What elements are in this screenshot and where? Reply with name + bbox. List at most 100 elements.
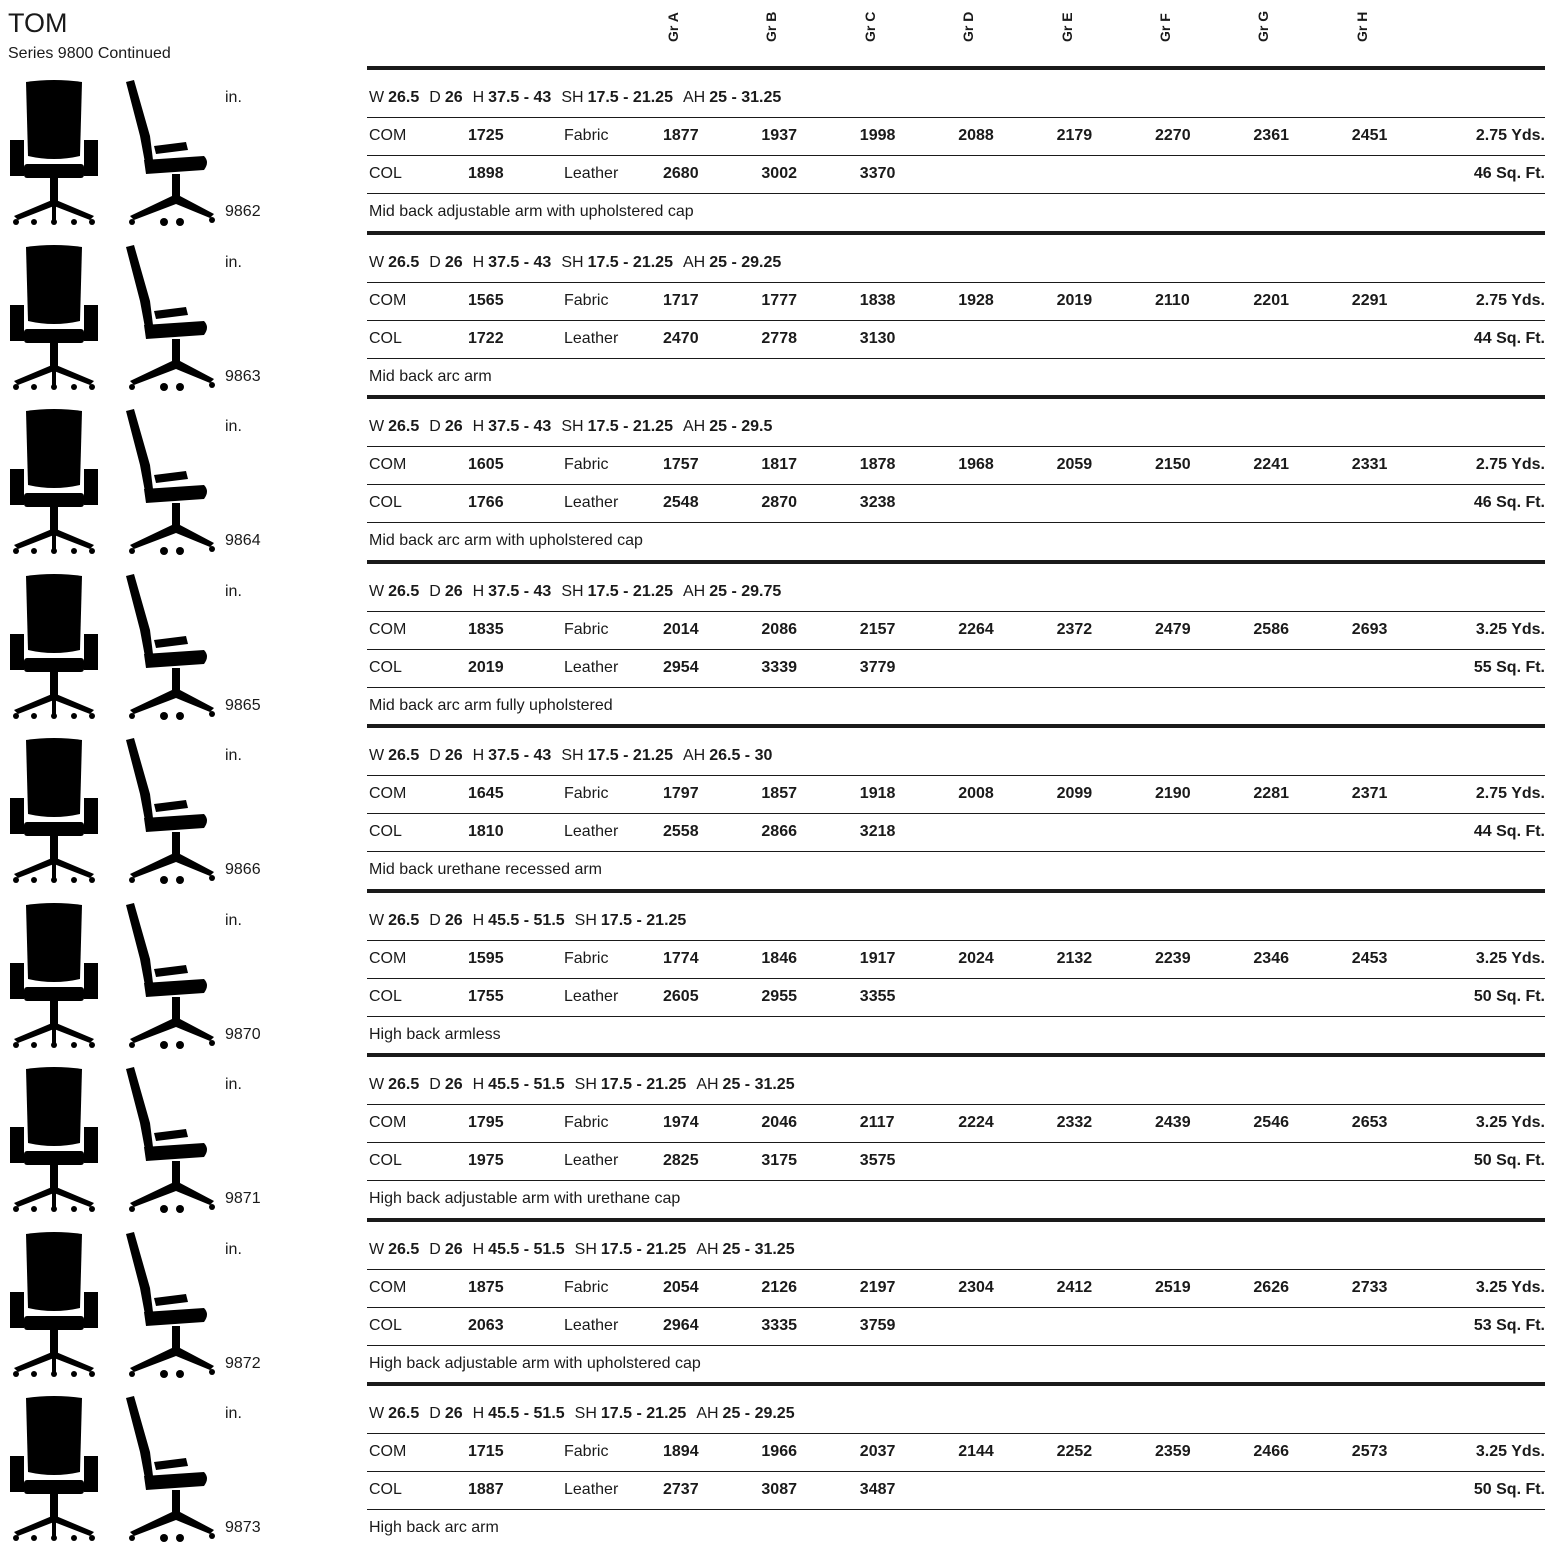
grade-price: 2264 — [958, 620, 994, 638]
thin-rule — [367, 319, 1545, 321]
grade-price: 2331 — [1351, 456, 1388, 473]
thin-rule — [367, 281, 1545, 283]
base-price: 1810 — [468, 823, 504, 840]
grade-price: 2733 — [1351, 1278, 1388, 1296]
dim-value: 26 — [444, 1240, 463, 1258]
material: Leather — [564, 658, 619, 676]
dim-label: D — [429, 911, 441, 929]
dim-label: SH — [574, 911, 597, 929]
quantity: 44 Sq. Ft. — [1473, 329, 1545, 347]
grade-price: 2479 — [1155, 620, 1191, 638]
cover-type: COL — [369, 494, 402, 511]
dim-value: 45.5 - 51.5 — [488, 1405, 565, 1422]
grade-price: 2144 — [958, 1443, 994, 1460]
dim-label: SH — [561, 89, 584, 106]
grade-price: 2126 — [761, 1278, 797, 1296]
material: Leather — [564, 329, 619, 347]
grade-price: 2179 — [1056, 127, 1093, 144]
dim-value: 25 - 29.25 — [709, 253, 782, 271]
grade-price: 3130 — [859, 329, 896, 347]
quantity: 53 Sq. Ft. — [1473, 1316, 1545, 1334]
grade-header: Gr A — [665, 12, 681, 42]
dim-label: H — [472, 253, 485, 271]
grade-price: 1966 — [761, 1443, 797, 1460]
quantity: 3.25 Yds. — [1475, 1278, 1545, 1296]
thin-rule — [367, 117, 1545, 118]
dimensions: W 26.5 D 26 H 37.5 - 43 SH 17.5 - 21.25 AH 26.5 -… — [369, 746, 772, 766]
grade-header: Gr D — [960, 11, 977, 42]
quantity: 3.25 Yds. — [1475, 620, 1545, 638]
dim-label: D — [429, 747, 441, 764]
dim-value: 26 — [444, 89, 463, 106]
chair-icons — [10, 902, 215, 1049]
grade-price: 3355 — [859, 987, 896, 1005]
description: High back arc arm — [369, 1519, 499, 1536]
thick-rule — [367, 559, 1545, 564]
thin-rule — [367, 813, 1545, 814]
base-price: 2063 — [468, 1316, 504, 1334]
material: Fabric — [564, 949, 609, 967]
description: Mid back arc arm with upholstered cap — [369, 532, 643, 549]
cover-type: COM — [369, 949, 407, 967]
dim-label: H — [472, 1076, 485, 1093]
thin-rule — [367, 648, 1545, 650]
dimensions: W 26.5 D 26 H 37.5 - 43 SH 17.5 - 21.25 AH 25 - 2… — [369, 417, 772, 437]
grade-price: 1974 — [663, 1114, 699, 1131]
base-price: 1595 — [468, 949, 504, 967]
thin-rule — [367, 193, 1545, 194]
material: Leather — [564, 494, 619, 511]
dim-value: 25 - 31.25 — [722, 1240, 795, 1258]
material: Fabric — [564, 1443, 609, 1460]
dim-value: 26 — [444, 582, 463, 600]
dimensions: W 26.5 D 26 H 45.5 - 51.5 SH 17.5 - 21.25 AH 25 -… — [369, 1075, 795, 1095]
material: Leather — [564, 823, 619, 840]
grade-price: 2252 — [1056, 1443, 1093, 1460]
grade-price: 2866 — [761, 823, 797, 840]
dimensions: W 26.5 D 26 H 45.5 - 51.5 SH 17.5 - 21.25 — [369, 911, 686, 931]
thin-rule — [367, 1180, 1545, 1181]
grade-price: 1998 — [859, 127, 896, 144]
thick-rule — [367, 1382, 1545, 1386]
material: Fabric — [564, 291, 609, 309]
dim-value: 17.5 - 21.25 — [600, 1240, 687, 1258]
dim-label: AH — [682, 582, 706, 600]
grade-price: 2086 — [761, 620, 797, 638]
grade-price: 1928 — [958, 291, 994, 309]
material: Fabric — [564, 620, 609, 638]
dim-value: 26.5 — [388, 1405, 420, 1422]
grade-price: 1894 — [663, 1443, 699, 1460]
quantity: 3.25 Yds. — [1475, 1114, 1545, 1131]
quantity: 50 Sq. Ft. — [1473, 1481, 1545, 1498]
grade-price: 1968 — [958, 456, 994, 473]
dim-label: D — [429, 582, 441, 600]
dim-label: SH — [561, 253, 584, 271]
dim-label: AH — [696, 1240, 719, 1258]
dim-label: AH — [696, 1076, 719, 1093]
dim-label: D — [429, 418, 441, 435]
grade-price: 2412 — [1056, 1278, 1093, 1296]
dim-value: 17.5 - 21.25 — [587, 253, 673, 271]
grade-price: 2201 — [1253, 291, 1289, 309]
grade-price: 1797 — [663, 785, 699, 802]
cover-type: COL — [369, 1316, 402, 1334]
grade-price: 2361 — [1253, 127, 1289, 144]
model-number: 9870 — [225, 1025, 261, 1043]
grade-price: 2558 — [663, 823, 699, 840]
grade-price: 2304 — [958, 1278, 994, 1296]
grade-price: 2110 — [1155, 291, 1190, 309]
grade-price: 2117 — [859, 1114, 895, 1131]
material: Leather — [564, 1152, 619, 1169]
grade-price: 3335 — [761, 1316, 797, 1334]
dim-value: 26.5 - 30 — [709, 747, 773, 764]
material: Leather — [564, 1481, 619, 1498]
thick-rule — [367, 395, 1545, 399]
grade-price: 3759 — [859, 1316, 896, 1334]
unit: in. — [225, 1405, 242, 1422]
thin-rule — [367, 851, 1545, 852]
grade-price: 2778 — [761, 329, 797, 347]
dim-value: 26.5 — [388, 1076, 420, 1093]
dim-label: H — [472, 911, 485, 929]
thick-rule — [367, 230, 1545, 235]
base-price: 1725 — [468, 127, 504, 144]
dim-value: 17.5 - 21.25 — [600, 911, 687, 929]
